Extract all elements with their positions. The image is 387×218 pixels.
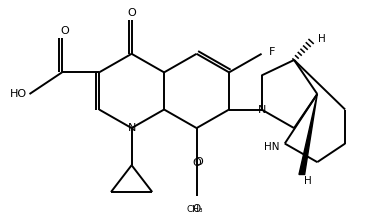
Text: H: H	[318, 34, 326, 44]
Text: H: H	[304, 176, 312, 186]
Polygon shape	[299, 94, 317, 174]
Text: O: O	[192, 204, 201, 215]
Text: O: O	[194, 157, 203, 167]
Text: N: N	[127, 123, 136, 133]
Text: O: O	[127, 8, 136, 18]
Text: O: O	[192, 158, 201, 168]
Text: F: F	[269, 47, 275, 57]
Text: CH₃: CH₃	[186, 205, 203, 215]
Text: N: N	[257, 104, 266, 114]
Text: HN: HN	[264, 142, 280, 152]
Text: O: O	[60, 26, 69, 36]
Text: HO: HO	[10, 89, 27, 99]
